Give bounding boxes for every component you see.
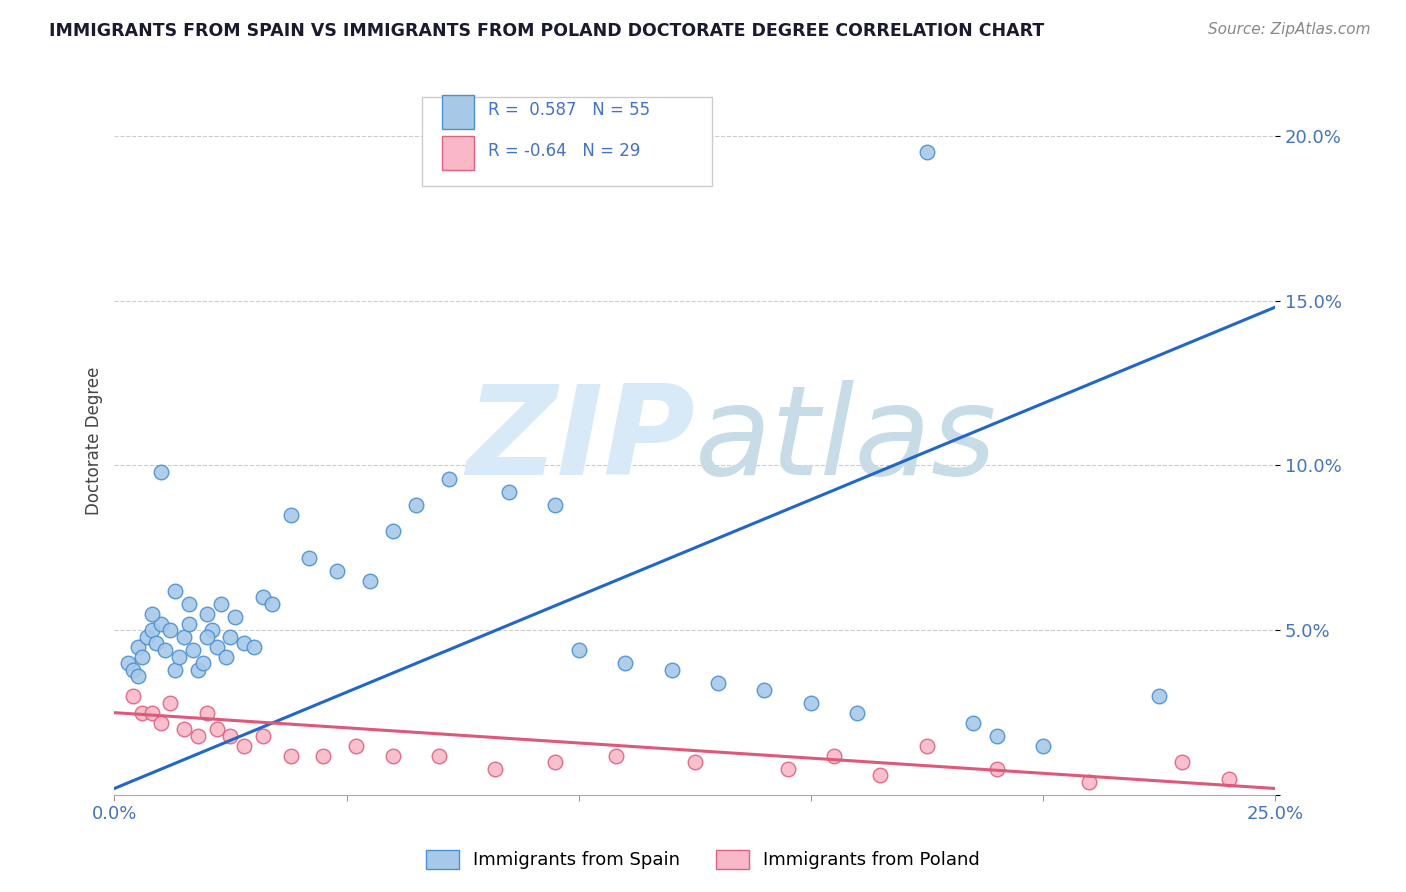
Point: [661, 663, 683, 677]
Point: [846, 706, 869, 720]
Point: [122, 663, 145, 677]
Point: [177, 597, 200, 611]
FancyBboxPatch shape: [441, 136, 474, 169]
Point: [122, 689, 145, 703]
Point: [173, 630, 195, 644]
Point: [605, 748, 627, 763]
Point: [201, 624, 224, 638]
Point: [135, 630, 157, 644]
Point: [298, 550, 321, 565]
Point: [191, 657, 214, 671]
Point: [252, 729, 274, 743]
Point: [869, 768, 891, 782]
Point: [429, 748, 451, 763]
Point: [205, 722, 228, 736]
Point: [163, 583, 186, 598]
Point: [169, 649, 191, 664]
Legend: Immigrants from Spain, Immigrants from Poland: Immigrants from Spain, Immigrants from P…: [418, 841, 988, 879]
Point: [187, 663, 209, 677]
Text: IMMIGRANTS FROM SPAIN VS IMMIGRANTS FROM POLAND DOCTORATE DEGREE CORRELATION CHA: IMMIGRANTS FROM SPAIN VS IMMIGRANTS FROM…: [49, 22, 1045, 40]
Text: R =  0.587   N = 55: R = 0.587 N = 55: [488, 101, 650, 119]
Point: [683, 755, 706, 769]
Point: [149, 616, 172, 631]
Text: ZIP: ZIP: [465, 380, 695, 501]
Point: [252, 591, 274, 605]
Point: [127, 640, 149, 654]
Point: [280, 508, 302, 522]
Point: [219, 630, 242, 644]
Point: [915, 145, 938, 160]
Point: [707, 676, 730, 690]
Point: [163, 663, 186, 677]
Point: [381, 748, 404, 763]
Point: [155, 643, 177, 657]
Point: [544, 755, 567, 769]
Point: [484, 762, 506, 776]
Point: [183, 643, 205, 657]
Point: [215, 649, 238, 664]
Point: [776, 762, 799, 776]
Point: [195, 706, 218, 720]
Point: [1032, 739, 1054, 753]
Point: [233, 739, 256, 753]
Point: [224, 610, 246, 624]
Point: [1147, 689, 1170, 703]
Point: [149, 465, 172, 479]
Point: [312, 748, 335, 763]
Point: [544, 498, 567, 512]
Point: [344, 739, 367, 753]
Text: Source: ZipAtlas.com: Source: ZipAtlas.com: [1208, 22, 1371, 37]
Point: [405, 498, 427, 512]
Point: [127, 669, 149, 683]
Point: [754, 682, 776, 697]
Point: [159, 624, 181, 638]
Point: [326, 564, 349, 578]
Point: [262, 597, 284, 611]
Point: [141, 706, 163, 720]
Point: [205, 640, 228, 654]
Point: [359, 574, 381, 588]
Point: [1171, 755, 1194, 769]
Point: [437, 472, 460, 486]
Text: R = -0.64   N = 29: R = -0.64 N = 29: [488, 142, 641, 160]
Point: [498, 484, 520, 499]
Point: [823, 748, 845, 763]
Point: [614, 657, 637, 671]
Point: [915, 739, 938, 753]
Point: [149, 715, 172, 730]
Point: [131, 649, 153, 664]
Point: [242, 640, 264, 654]
Point: [1218, 772, 1240, 786]
Point: [187, 729, 209, 743]
Point: [177, 616, 200, 631]
FancyBboxPatch shape: [441, 95, 474, 129]
Y-axis label: Doctorate Degree: Doctorate Degree: [86, 367, 103, 515]
Text: atlas: atlas: [695, 380, 997, 501]
Point: [800, 696, 823, 710]
Point: [986, 762, 1008, 776]
Point: [131, 706, 153, 720]
Point: [195, 607, 218, 621]
Point: [195, 630, 218, 644]
Point: [173, 722, 195, 736]
Point: [141, 607, 163, 621]
Point: [986, 729, 1008, 743]
Point: [568, 643, 591, 657]
Point: [209, 597, 232, 611]
Point: [141, 624, 163, 638]
FancyBboxPatch shape: [422, 97, 713, 186]
Point: [219, 729, 242, 743]
Point: [145, 636, 167, 650]
Point: [280, 748, 302, 763]
Point: [381, 524, 404, 539]
Point: [117, 657, 139, 671]
Point: [1078, 775, 1101, 789]
Point: [233, 636, 256, 650]
Point: [962, 715, 984, 730]
Point: [159, 696, 181, 710]
